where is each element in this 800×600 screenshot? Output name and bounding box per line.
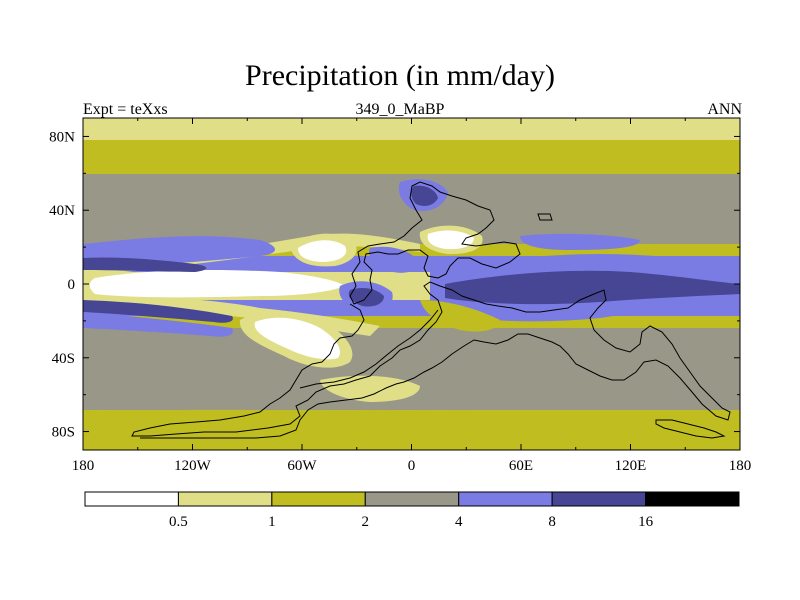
colorbar-swatch	[84, 491, 179, 507]
lon-tick-label: 120W	[174, 458, 212, 474]
lat-tick-label: 40N	[49, 203, 75, 219]
colorbar-swatch	[458, 491, 553, 507]
longitude-axis: 180 120W 60W 0 60E 120E 180	[72, 118, 752, 474]
field-south-tropic-darkblue	[83, 300, 233, 323]
colorbar-swatch	[271, 491, 366, 507]
colorbar-swatch	[645, 491, 740, 507]
latitude-axis: 80N 40N 0 40S 80S	[49, 129, 740, 441]
map-field	[83, 118, 740, 450]
outline-laurasia	[349, 181, 521, 305]
lat-tick-label: 80N	[49, 129, 75, 145]
lon-tick-label: 120E	[615, 458, 647, 474]
lon-tick-label: 180	[72, 458, 95, 474]
experiment-label: Expt = teXxs	[83, 101, 168, 118]
lon-tick-label: 60E	[509, 458, 533, 474]
colorbar-label: 2	[362, 514, 370, 530]
field-antarctic-light	[83, 409, 740, 441]
field-south-pacific-light	[560, 354, 673, 380]
field-south-white-core	[254, 317, 340, 360]
colorbar-label: 1	[268, 514, 276, 530]
lat-tick-label: 0	[68, 277, 76, 293]
colorbar-label: 8	[548, 514, 556, 530]
colorbar-label: 4	[455, 514, 463, 530]
season-label: ANN	[707, 101, 742, 118]
continent-outlines	[131, 181, 731, 439]
outline-small-island	[537, 213, 553, 221]
colorbar-swatch	[177, 491, 273, 507]
field-west-tropic-darkblue	[83, 257, 207, 272]
field-atlantic-blue-strip	[368, 246, 420, 273]
field-nw-pacific-blue	[520, 233, 640, 250]
lat-tick-label: 40S	[52, 351, 75, 367]
outline-antarctic-fragment	[655, 419, 726, 439]
map-title: Precipitation (in mm/day)	[245, 59, 555, 92]
lat-tick-label: 80S	[52, 425, 75, 441]
field-equator-white-west	[89, 270, 345, 298]
lon-tick-label: 60W	[287, 458, 317, 474]
colorbar-label: 16	[638, 514, 654, 530]
time-period-label: 349_0_MaBP	[355, 101, 445, 118]
field-north-darkblue-pocket	[411, 185, 438, 206]
field-indopacific-darkblue	[445, 270, 740, 305]
band-polar-north	[83, 118, 740, 140]
band-north-mid-olive	[83, 140, 740, 174]
field-south-light-patch	[320, 375, 420, 402]
lon-tick-label: 0	[408, 458, 416, 474]
colorbar-label: 0.5	[169, 514, 188, 530]
field-gondwana-olive	[420, 300, 500, 332]
colorbar-swatch	[551, 491, 647, 507]
colorbar: 0.5 1 2 4 8 16	[84, 491, 740, 530]
field-south-tropic-blue	[83, 312, 233, 337]
field-natl-white-core	[298, 240, 347, 262]
outline-south-interior	[299, 309, 439, 389]
lon-tick-label: 180	[729, 458, 752, 474]
colorbar-swatch	[364, 491, 460, 507]
outline-gondwana	[131, 281, 731, 439]
